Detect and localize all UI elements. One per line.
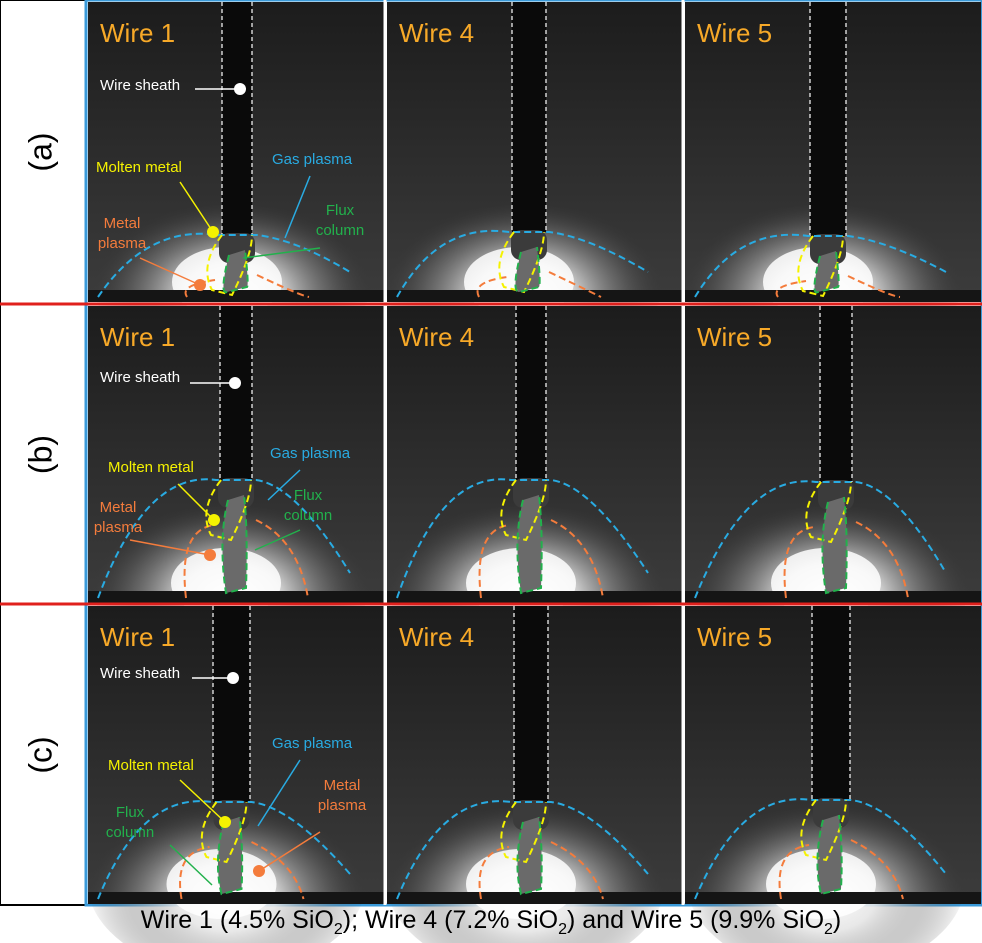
annotation-label: Flux (294, 487, 323, 504)
weld-pool (685, 290, 981, 302)
annotation-dot (194, 279, 206, 291)
flux-column (822, 497, 846, 593)
wire (810, 2, 846, 236)
image-panel (87, 606, 386, 943)
annotation-dot (204, 549, 216, 561)
caption-part: ) (833, 906, 841, 934)
annotation-dot (208, 514, 220, 526)
annotation-label: Metal (104, 215, 141, 232)
panel-title: Wire 1 (100, 322, 175, 352)
annotation-label: Wire sheath (100, 665, 180, 682)
annotation-label: Gas plasma (270, 445, 351, 462)
row-label: (c) (22, 736, 58, 773)
panel-title: Wire 5 (697, 18, 772, 48)
annotation-label: Molten metal (108, 459, 194, 476)
weld-pool (685, 591, 981, 603)
wire (812, 606, 850, 800)
caption: Wire 1 (4.5% SiO2); Wire 4 (7.2% SiO2) a… (141, 906, 842, 938)
annotation-label: column (316, 222, 364, 239)
panel-title: Wire 1 (100, 622, 175, 652)
annotation-label: plasma (318, 797, 367, 814)
flux-column (222, 495, 246, 593)
wire (220, 306, 252, 480)
wire (514, 606, 548, 802)
annotation-label: Gas plasma (272, 151, 353, 168)
weld-pool (387, 892, 683, 904)
annotation-dot (229, 377, 241, 389)
figure: (a) Wire 1 Wire 4 Wire 5 (b) Wire 1 Wire 4 Wire… (0, 0, 982, 943)
row-label: (a) (22, 132, 58, 171)
wire (512, 2, 546, 232)
panel-title: Wire 5 (697, 622, 772, 652)
panel-title: Wire 5 (697, 322, 772, 352)
wire (516, 306, 546, 480)
annotation-dot (219, 816, 231, 828)
annotation-label: Metal (324, 777, 361, 794)
caption-part: ) and Wire 5 (9.9% SiO (567, 906, 824, 934)
annotation-label: Wire sheath (100, 77, 180, 94)
annotation-label: Molten metal (108, 757, 194, 774)
annotation-label: Gas plasma (272, 735, 353, 752)
panel-title: Wire 1 (100, 18, 175, 48)
weld-pool (685, 892, 981, 904)
caption-subscript: 2 (334, 921, 343, 938)
image-panel (685, 606, 981, 943)
caption-subscript: 2 (558, 921, 567, 938)
panel-title: Wire 4 (399, 18, 474, 48)
weld-pool (88, 290, 385, 302)
annotation-label: Flux (326, 202, 355, 219)
panels (87, 2, 982, 943)
caption-part: ); Wire 4 (7.2% SiO (343, 906, 558, 934)
annotation-label: plasma (94, 519, 143, 536)
panel-title: Wire 4 (399, 622, 474, 652)
image-panel (386, 606, 683, 943)
annotation-dot (253, 865, 265, 877)
weld-pool (387, 591, 683, 603)
annotation-dot (207, 226, 219, 238)
row-label: (b) (22, 435, 58, 474)
annotation-label: Wire sheath (100, 369, 180, 386)
annotation-label: Molten metal (96, 159, 182, 176)
caption-part: Wire 1 (4.5% SiO (141, 906, 334, 934)
wire (820, 306, 852, 482)
annotation-label: column (106, 824, 154, 841)
panel-title: Wire 4 (399, 322, 474, 352)
weld-pool (88, 591, 385, 603)
caption-subscript: 2 (824, 921, 833, 938)
annotation-label: column (284, 507, 332, 524)
annotation-dot (234, 83, 246, 95)
wire (213, 606, 250, 802)
flux-column (517, 495, 541, 593)
weld-pool (387, 290, 683, 302)
page: (a) Wire 1 Wire 4 Wire 5 (b) Wire 1 Wire 4 Wire… (0, 0, 982, 943)
weld-pool (88, 892, 385, 904)
annotation-label: plasma (98, 235, 147, 252)
annotation-dot (227, 672, 239, 684)
annotation-label: Metal (100, 499, 137, 516)
wire (222, 2, 252, 235)
annotation-label: Flux (116, 804, 145, 821)
